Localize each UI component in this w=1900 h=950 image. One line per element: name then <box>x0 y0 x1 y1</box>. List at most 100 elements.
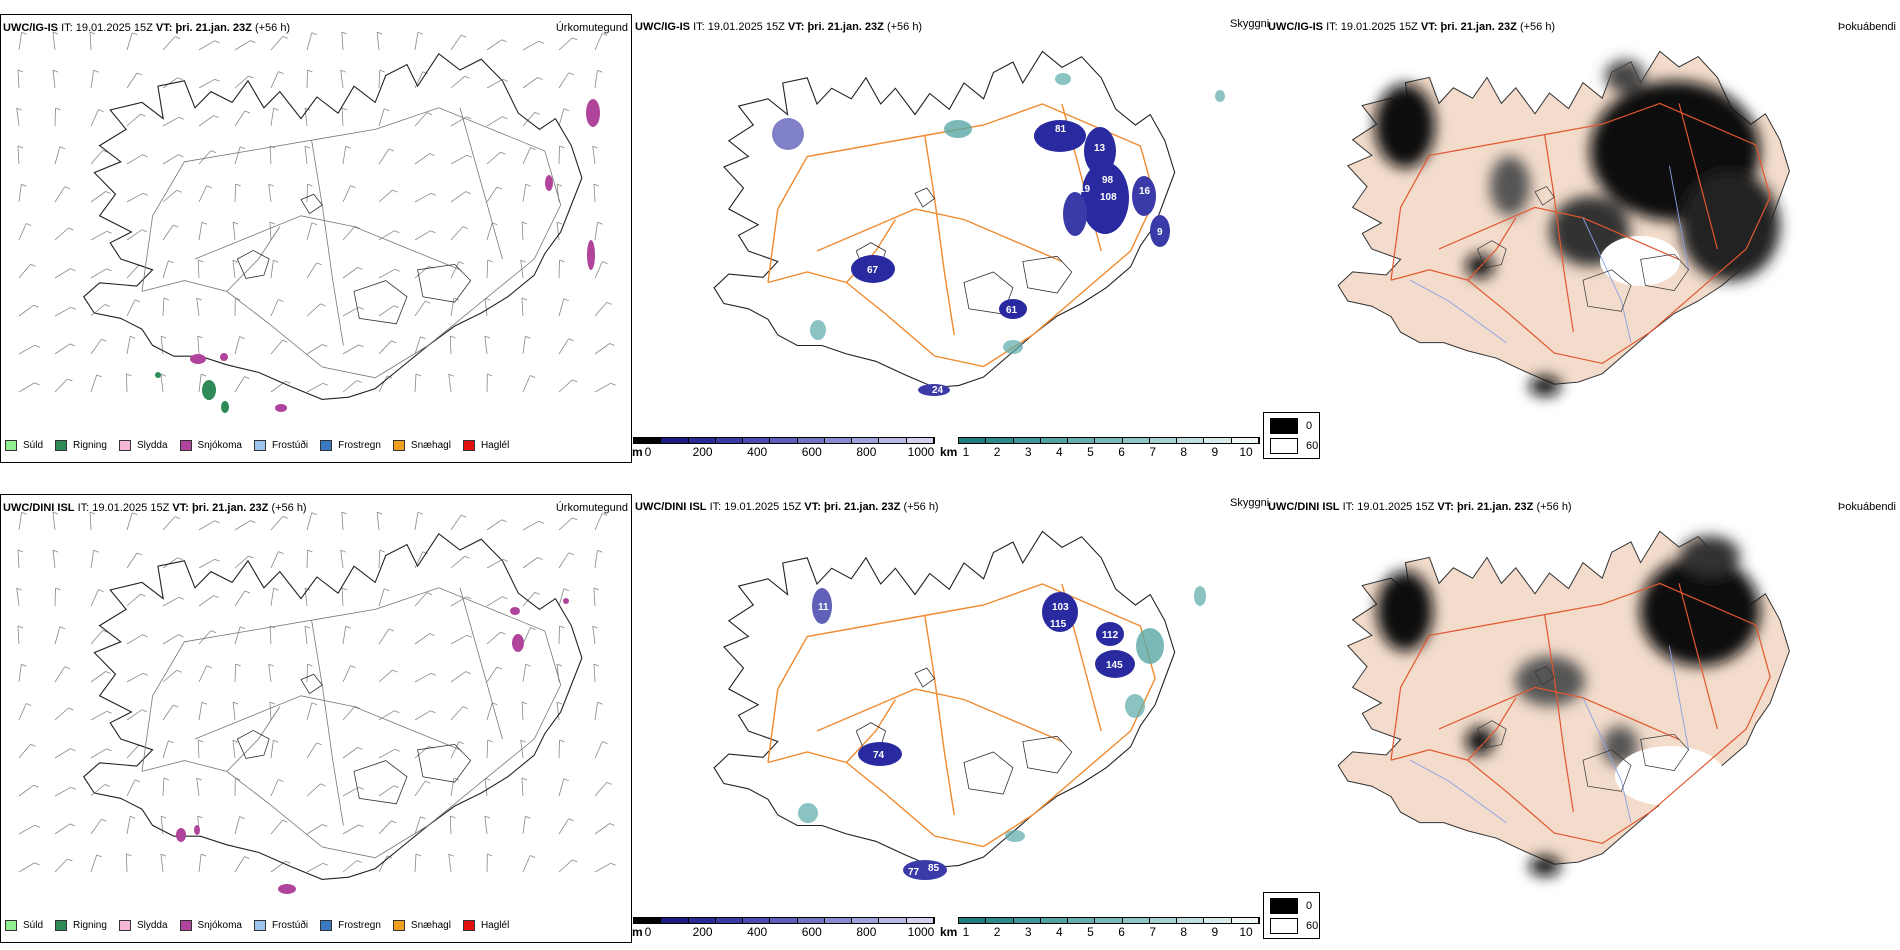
wind-barb-feather <box>322 344 328 347</box>
wind-barb <box>197 259 200 279</box>
wind-barb <box>342 306 359 317</box>
model-name: UWC/DINI ISL <box>3 502 75 514</box>
wind-barb-feather <box>597 221 603 225</box>
wind-barb-feather <box>105 191 111 194</box>
wind-barb <box>378 69 381 89</box>
wind-barb <box>234 146 241 165</box>
fog-legend-swatch-black <box>1270 418 1298 434</box>
wind-barb <box>306 824 323 835</box>
wind-barb-feather <box>273 259 279 263</box>
precip-legend-label: Frostúði <box>271 440 309 451</box>
wind-barb-feather <box>556 183 563 187</box>
cloudbase-colorbar: m 0 200 400 600 800 1000 <box>632 917 935 941</box>
wind-barb-feather <box>430 672 436 676</box>
wind-barb <box>342 380 358 393</box>
wind-barb <box>198 702 203 721</box>
wind-barb-feather <box>197 335 203 339</box>
precip-legend-label: Frostregn <box>338 920 381 931</box>
precip-legend-label: Rigning <box>73 920 107 931</box>
wind-barb <box>342 665 351 683</box>
cloudbase-area <box>851 255 895 283</box>
precip-legend-label: Rigning <box>73 440 107 451</box>
it-value: 19.01.2025 15Z <box>707 21 785 33</box>
wind-barb <box>269 625 272 645</box>
fog-area <box>1466 254 1494 278</box>
wind-barb-feather <box>130 815 136 819</box>
wind-barb-feather <box>34 824 40 828</box>
wind-barb-feather <box>248 555 254 559</box>
wind-barb-feather <box>538 40 544 44</box>
precip-legend-swatch <box>118 440 131 451</box>
wind-barb-feather <box>350 185 356 188</box>
wind-barb-feather <box>356 860 362 863</box>
snow-area <box>275 404 287 412</box>
colorbar-tick-label: 4 <box>1055 445 1063 459</box>
wind-barb <box>54 306 71 317</box>
wind-barb <box>54 626 61 645</box>
wind-barb-feather <box>525 663 531 667</box>
wind-barb <box>126 672 143 683</box>
wind-barb-feather <box>52 549 59 553</box>
river-lines <box>1409 645 1690 823</box>
wind-barb-feather <box>269 701 276 705</box>
wind-barb <box>52 512 56 531</box>
wind-barb <box>54 786 71 797</box>
wind-barb <box>486 739 489 759</box>
cloudbase-label: 9 <box>1157 227 1163 238</box>
wind-barb <box>268 184 272 203</box>
model-name: UWC/DINI ISL <box>635 501 707 513</box>
colorbar-swatch <box>688 918 716 923</box>
wind-barb-feather <box>379 69 385 73</box>
wind-barb <box>558 379 573 393</box>
wind-barb <box>558 259 560 279</box>
wind-barb-feather <box>178 634 184 638</box>
wind-barb <box>126 264 140 279</box>
fog-legend-item: 60 <box>1270 918 1318 934</box>
wind-barb <box>270 819 283 835</box>
wind-barb-feather <box>606 302 612 305</box>
colorbar-swatch <box>879 918 907 923</box>
iceland-outline <box>82 53 583 400</box>
wind-barb-feather <box>592 625 598 629</box>
wind-barb-feather <box>394 268 400 272</box>
wind-barb <box>90 304 106 317</box>
wind-barb <box>90 819 102 835</box>
wind-barb-feather <box>239 626 246 630</box>
it-value: 19.01.2025 15Z <box>724 501 802 513</box>
cloudbase-areas <box>772 118 1170 396</box>
wind-barb <box>522 520 539 531</box>
wind-barb <box>342 824 359 835</box>
wind-barb <box>342 267 358 279</box>
wind-barb-feather <box>311 702 318 706</box>
wind-barb <box>522 816 526 835</box>
precip-legend-label: Súld <box>23 440 44 451</box>
wind-barb-feather <box>52 511 59 515</box>
snow-area <box>587 240 595 270</box>
colorbar-tick-label: 800 <box>856 925 877 939</box>
wind-barb <box>89 31 92 51</box>
colorbar-tick-label: 7 <box>1149 925 1156 939</box>
wind-barb <box>558 778 565 797</box>
wind-barb-feather <box>17 145 24 149</box>
fog-area <box>1680 171 1780 281</box>
precip-legend-label: Snjókoma <box>197 920 242 931</box>
wind-barb <box>522 664 527 683</box>
wind-barb-feather <box>487 259 493 263</box>
wind-barb-feather <box>525 335 531 339</box>
it-label: IT: <box>693 21 705 33</box>
colorbar-swatch <box>959 918 987 923</box>
wind-barb <box>234 626 241 645</box>
wind-barb-feather <box>160 853 167 857</box>
wind-barb <box>450 226 464 241</box>
wind-barb-feather <box>70 748 76 751</box>
wind-barb <box>17 69 20 89</box>
wind-barb-feather <box>461 34 467 38</box>
wind-barb-feather <box>568 72 574 76</box>
wind-barb-feather <box>593 587 600 591</box>
wind-barb-feather <box>466 596 472 600</box>
precip-legend-label: Slydda <box>136 920 168 931</box>
wind-barb-feather <box>178 116 184 120</box>
wind-barb <box>592 626 596 645</box>
wind-barb-feather <box>304 145 311 149</box>
wind-barb-feather <box>357 747 363 750</box>
